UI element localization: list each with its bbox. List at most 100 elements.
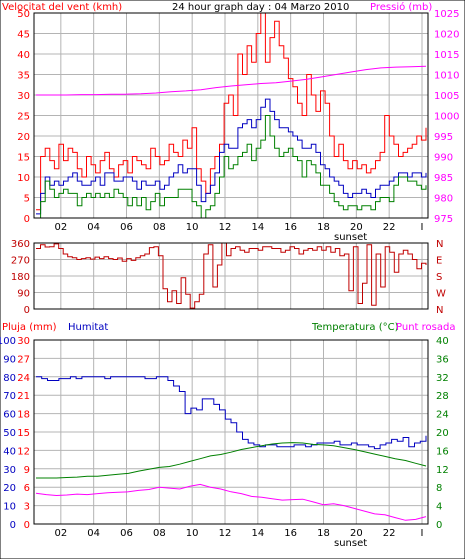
wind-xtick-11: I [421, 222, 424, 233]
temp-y-tick-6: 24 [436, 410, 449, 421]
rain-y-tick-4: 12 [17, 446, 30, 457]
temp-y-tick-1: 4 [436, 502, 442, 513]
wind-y-tick-2: 10 [17, 173, 30, 184]
temp-y-tick-0: 0 [436, 520, 442, 531]
temp-xtick-8: 18 [317, 528, 330, 539]
humidity-y-tick-3: 30 [3, 465, 16, 476]
wind-y-tick-7: 35 [17, 71, 30, 82]
temp-xtick-7: 16 [284, 528, 297, 539]
rain-y-tick-2: 6 [24, 483, 30, 494]
temp-xtick-5: 12 [219, 528, 232, 539]
humidity-y-tick-10: 100 [0, 336, 16, 347]
wind-xtick-5: 12 [219, 222, 232, 233]
rain-label: Pluja (mm) [2, 322, 57, 333]
humidity-y-tick-7: 70 [3, 391, 16, 402]
wind-series-gust [36, 12, 427, 211]
wind-xtick-1: 04 [87, 222, 100, 233]
temp-series-dew_point [35, 483, 427, 521]
pressure-y-tick-7: 1010 [434, 71, 459, 82]
temp-y-tick-7: 28 [436, 391, 449, 402]
rain-y-tick-9: 27 [17, 354, 30, 365]
temp-xtick-4: 10 [186, 528, 199, 539]
humidity-y-tick-6: 60 [3, 410, 16, 421]
rain-y-tick-6: 18 [17, 410, 30, 421]
wind-series-average [36, 98, 427, 215]
compass-y-tick-0: N [436, 305, 443, 316]
temp-xtick-1: 04 [87, 528, 100, 539]
wind-panel-frame [33, 12, 429, 219]
rain-y-tick-1: 3 [24, 502, 30, 513]
rain-y-tick-0: 0 [24, 520, 30, 531]
dewpoint-label: Punt rosada [396, 322, 455, 333]
humidity-y-tick-9: 90 [3, 354, 16, 365]
wind-y-tick-0: 0 [24, 214, 30, 225]
wind-xtick-0: 02 [54, 222, 67, 233]
compass-y-tick-4: N [436, 239, 443, 250]
wind-series-pressure [36, 65, 427, 96]
pressure-y-tick-4: 995 [434, 132, 453, 143]
graph-title: 24 hour graph day : 04 Marzo 2010 [172, 2, 349, 13]
temp-xtick-2: 06 [120, 528, 133, 539]
wind-y-tick-9: 45 [17, 30, 30, 41]
rain-y-tick-5: 15 [17, 428, 30, 439]
wind-y-tick-10: 50 [17, 9, 30, 20]
wind-y-tick-5: 25 [17, 112, 30, 123]
humidity-label: Humitat [68, 322, 108, 333]
wind-y-tick-4: 20 [17, 132, 30, 143]
wind-xtick-4: 10 [186, 222, 199, 233]
temp-y-tick-3: 12 [436, 465, 449, 476]
sunset-label-top: sunset [334, 232, 367, 243]
direction-y-tick-2: 180 [11, 272, 30, 283]
temperature-label: Temperatura (°C) [311, 322, 399, 333]
direction-y-tick-4: 360 [11, 239, 30, 250]
wind-xtick-10: 22 [383, 222, 396, 233]
pressure-label: Pressió (mb) [370, 1, 432, 13]
pressure-y-tick-0: 975 [434, 214, 453, 225]
compass-y-tick-1: W [436, 289, 446, 300]
temperature-panel-frame [33, 339, 429, 525]
pressure-y-tick-9: 1020 [434, 30, 459, 41]
wind-y-tick-8: 40 [17, 50, 30, 61]
rain-y-tick-8: 24 [17, 373, 30, 384]
pressure-y-tick-3: 990 [434, 153, 453, 164]
humidity-y-tick-1: 10 [3, 502, 16, 513]
humidity-y-tick-5: 50 [3, 428, 16, 439]
temp-xtick-9: 20 [350, 528, 363, 539]
rain-y-tick-3: 9 [24, 465, 30, 476]
pressure-y-tick-10: 1025 [434, 9, 459, 20]
pressure-y-tick-2: 985 [434, 173, 453, 184]
wind-xtick-6: 14 [251, 222, 264, 233]
pressure-y-tick-5: 1000 [434, 112, 459, 123]
temp-y-tick-8: 32 [436, 373, 449, 384]
humidity-y-tick-4: 40 [3, 446, 16, 457]
humidity-y-tick-0: 0 [10, 520, 16, 531]
rain-y-tick-10: 30 [17, 336, 30, 347]
direction-y-tick-1: 90 [17, 289, 30, 300]
humidity-y-tick-2: 20 [3, 483, 16, 494]
temp-xtick-6: 14 [251, 528, 264, 539]
wind-y-tick-3: 15 [17, 153, 30, 164]
compass-y-tick-3: E [436, 256, 442, 267]
wind-series-minimum [36, 115, 427, 219]
direction-panel-frame [33, 242, 429, 310]
wind-y-tick-6: 30 [17, 91, 30, 102]
pressure-y-tick-6: 1005 [434, 91, 459, 102]
sunset-label-bottom: sunset [334, 538, 367, 549]
rain-y-tick-7: 21 [17, 391, 30, 402]
wind-xtick-9: 20 [350, 222, 363, 233]
humidity-y-tick-8: 80 [3, 373, 16, 384]
direction-y-tick-3: 270 [11, 256, 30, 267]
temp-y-tick-10: 40 [436, 336, 449, 347]
temp-xtick-0: 02 [54, 528, 67, 539]
temp-xtick-3: 08 [153, 528, 166, 539]
temp-y-tick-5: 20 [436, 428, 449, 439]
wind-speed-label: Velocitat del vent (kmh) [2, 2, 122, 13]
temp-series-humidity [36, 376, 427, 450]
wind-y-tick-1: 5 [24, 194, 30, 205]
wind-xtick-3: 08 [153, 222, 166, 233]
wind-xtick-2: 06 [120, 222, 133, 233]
wind-xtick-8: 18 [317, 222, 330, 233]
temp-y-tick-4: 16 [436, 446, 449, 457]
